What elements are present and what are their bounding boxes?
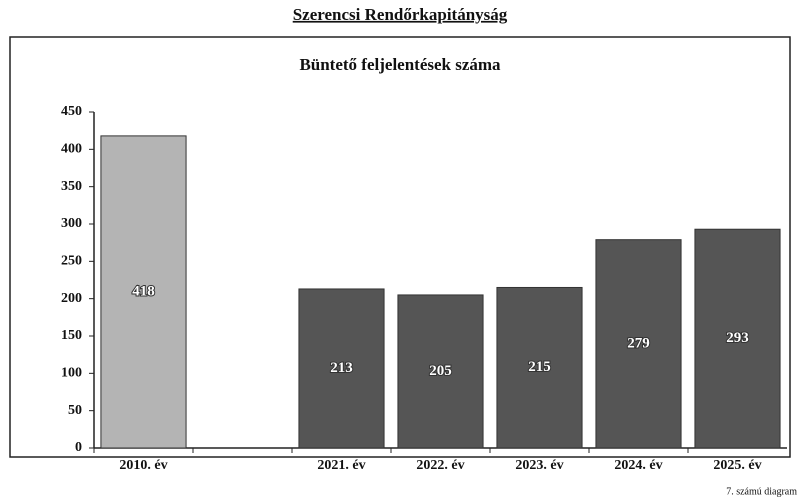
x-tick-label: 2022. év: [416, 458, 464, 473]
chart-header: Szerencsi Rendőrkapitányság: [293, 5, 508, 24]
x-tick-label: 2021. év: [317, 458, 365, 473]
value-label: 418: [132, 283, 155, 299]
value-label: 293: [726, 330, 749, 346]
y-tick-label: 350: [61, 179, 82, 194]
x-tick-label: 2025. év: [713, 458, 761, 473]
y-tick-label: 300: [61, 216, 82, 231]
y-tick-label: 400: [61, 142, 82, 157]
bar: [397, 294, 484, 449]
x-tick-label: 2010. év: [119, 458, 167, 473]
value-label: 205: [429, 363, 452, 379]
y-tick-label: 250: [61, 254, 82, 269]
bar: [496, 286, 583, 449]
bar: [100, 135, 187, 449]
y-tick-label: 0: [75, 440, 82, 455]
x-tick-label: 2024. év: [614, 458, 662, 473]
bar: [694, 228, 781, 449]
chart-frame: [9, 36, 791, 458]
bar: [595, 239, 682, 449]
y-tick-label: 200: [61, 291, 82, 306]
bar: [298, 288, 385, 449]
y-tick-label: 50: [68, 403, 82, 418]
chart-title: Büntető feljelentések száma: [299, 55, 501, 74]
value-label: 279: [627, 335, 650, 351]
x-tick-label: 2023. év: [515, 458, 563, 473]
y-tick-label: 450: [61, 104, 82, 119]
y-tick-label: 100: [61, 366, 82, 381]
y-tick-label: 150: [61, 328, 82, 343]
value-label: 213: [330, 360, 353, 376]
value-label: 215: [528, 359, 551, 375]
footnote: 7. számú diagram: [726, 486, 797, 497]
